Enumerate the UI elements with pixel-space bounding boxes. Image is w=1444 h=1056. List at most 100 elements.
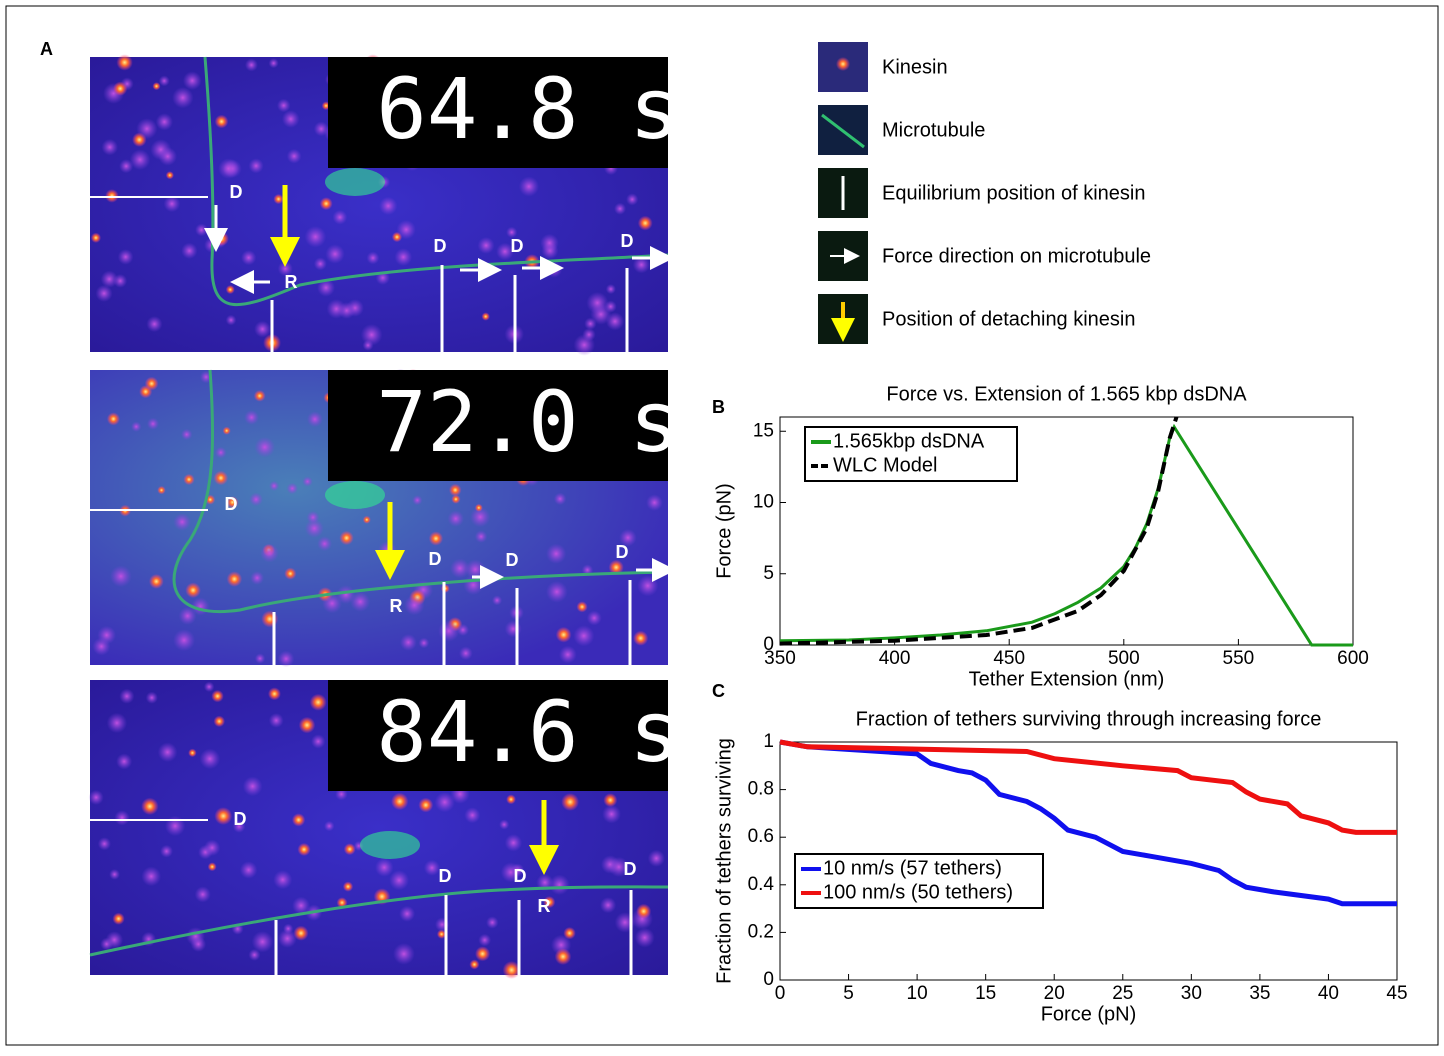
fluorescent-spot — [545, 261, 563, 278]
fluorescent-spot — [106, 412, 120, 426]
fluorescent-spot — [281, 110, 300, 128]
time-stamp: 64.8 s — [376, 60, 679, 158]
fluorescent-spot — [313, 121, 329, 137]
fluorescent-spot — [599, 897, 617, 914]
y-tick-label: 0.6 — [748, 826, 774, 847]
fluorescent-spot — [114, 810, 130, 826]
fluorescent-spot — [160, 844, 173, 858]
y-tick-label: 5 — [763, 563, 774, 584]
fluorescent-spot — [254, 436, 276, 458]
fluorescent-spot — [214, 807, 233, 825]
fluorescent-spot — [88, 789, 104, 806]
x-axis-label: Tether Extension (nm) — [969, 668, 1165, 690]
fluorescent-spot — [248, 948, 261, 961]
panel-label: A — [40, 39, 53, 59]
fluorescent-spot — [448, 483, 462, 497]
fluorescent-spot — [477, 237, 495, 254]
site-label: D — [511, 236, 524, 256]
site-label: R — [285, 272, 298, 292]
fluorescent-spot — [213, 470, 229, 486]
fluorescent-spot — [101, 138, 119, 156]
legend-label: Position of detaching kinesin — [882, 308, 1136, 330]
fluorescent-spot — [399, 905, 416, 922]
fluorescent-spot — [438, 620, 460, 642]
fluorescent-spot — [251, 931, 274, 953]
fluorescent-spot — [646, 494, 663, 511]
fluorescent-spot — [248, 158, 264, 174]
fluorescent-spot — [269, 480, 280, 492]
fluorescent-spot — [254, 653, 266, 664]
panel-label: B — [712, 397, 725, 417]
fluorescent-spot — [404, 594, 425, 616]
fluorescent-spot — [608, 856, 629, 878]
fluorescent-spot — [335, 787, 348, 801]
fluorescent-spot — [375, 858, 394, 877]
fluorescent-spot — [291, 813, 306, 827]
fluorescent-spot — [273, 193, 284, 205]
x-tick-label: 0 — [775, 983, 786, 1004]
fluorescent-spot — [100, 270, 118, 288]
fluorescent-spot — [412, 495, 423, 506]
microtubule-trace — [172, 369, 669, 613]
site-label: R — [390, 596, 403, 616]
fluorescent-spot — [141, 797, 159, 816]
fluorescent-spot — [546, 543, 567, 564]
fluorescent-spot — [172, 87, 194, 109]
data-line — [779, 739, 1397, 835]
fluorescent-spot — [619, 528, 637, 547]
data-line — [779, 739, 1397, 907]
fluorescent-spot — [586, 291, 609, 314]
legend-label: 1.565kbp dsDNA — [833, 430, 985, 452]
fluorescent-spot — [155, 113, 174, 131]
fluorescent-spot — [119, 159, 134, 174]
fluorescent-spot — [113, 81, 128, 96]
site-label: D — [439, 866, 452, 886]
x-tick-label: 45 — [1386, 983, 1407, 1004]
fluorescent-spot — [319, 197, 333, 211]
microtubule-trace — [89, 885, 669, 957]
fluorescent-spot — [152, 82, 161, 91]
fluorescent-spot — [267, 687, 281, 701]
fluorescent-spot — [576, 601, 588, 613]
fluorescent-spot — [481, 312, 490, 321]
site-label: R — [538, 896, 551, 916]
fluorescent-spot — [145, 691, 158, 704]
x-axis-label: Force (pN) — [1041, 1003, 1137, 1025]
fluorescent-spot — [608, 559, 624, 575]
fluorescent-spot — [163, 195, 181, 213]
legend-label: Equilibrium position of kinesin — [882, 182, 1145, 204]
fluorescent-spot — [225, 314, 237, 326]
fluorescent-spot — [336, 897, 348, 909]
fluorescent-spot — [249, 492, 263, 507]
fluorescent-spot — [106, 712, 128, 734]
fluorescent-spot — [173, 629, 196, 652]
fluorescent-spot — [458, 646, 473, 661]
fluorescent-spot — [558, 645, 577, 664]
fluorescent-spot — [105, 931, 124, 949]
fluorescent-spot — [447, 510, 465, 527]
chart-title: Fraction of tethers surviving through in… — [856, 708, 1322, 730]
fluorescent-spot — [504, 620, 522, 638]
fluorescent-spot — [456, 623, 470, 637]
fluorescent-spot — [604, 300, 617, 313]
x-tick-label: 5 — [843, 983, 854, 1004]
fluorescent-spot — [95, 284, 113, 302]
y-tick-label: 10 — [753, 492, 774, 513]
fluorescent-spot — [586, 610, 602, 626]
fluorescent-spot — [181, 242, 198, 259]
fluorescent-spot — [475, 946, 491, 962]
fluorescent-spot — [451, 494, 461, 504]
time-stamp: 84.6 s — [376, 683, 679, 781]
y-tick-label: 0.4 — [748, 874, 775, 895]
site-label: D — [616, 542, 629, 562]
fluorescent-spot — [637, 215, 653, 231]
x-tick-label: 400 — [879, 648, 911, 669]
x-tick-label: 550 — [1223, 648, 1255, 669]
fluorescent-spot — [317, 536, 333, 552]
fluorescent-spot — [396, 219, 416, 240]
fluorescent-spot — [339, 530, 354, 546]
fluorescent-spot — [277, 650, 295, 668]
fluorescent-spot — [311, 734, 326, 749]
fluorescent-spot — [309, 693, 327, 711]
fluorescent-spot — [499, 819, 510, 830]
